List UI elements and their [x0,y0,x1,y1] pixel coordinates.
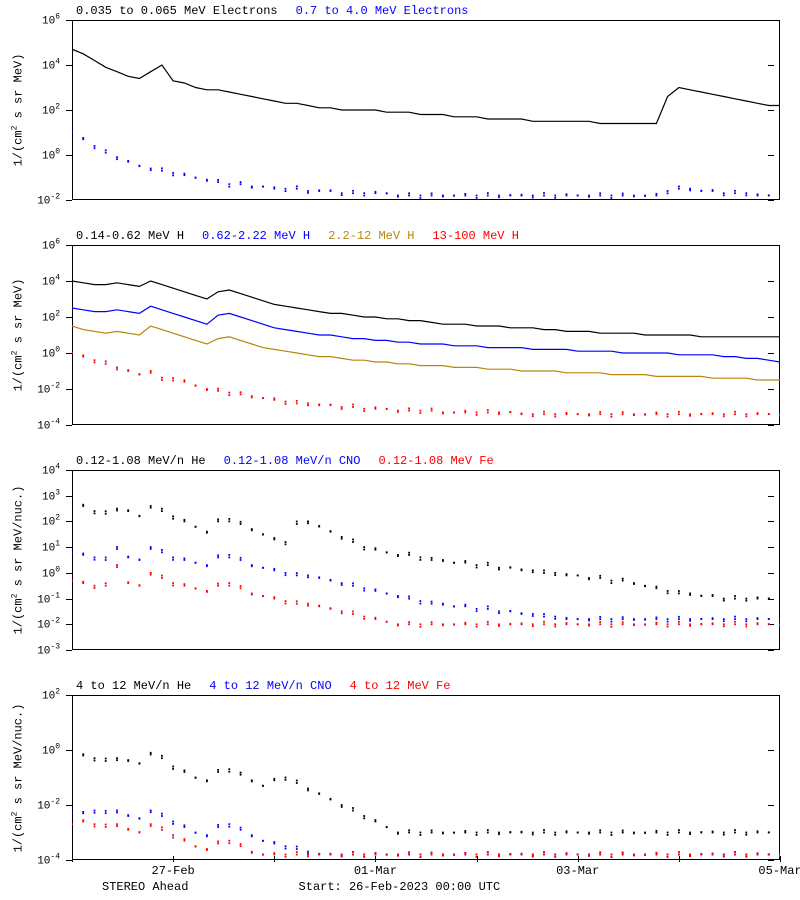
panel-ions_high: 4 to 12 MeV/n He4 to 12 MeV/n CNO4 to 12… [72,695,780,860]
y-tick-label: 100 [42,148,60,163]
y-tick-label: 103 [42,488,60,503]
panel-electrons: 0.035 to 0.065 MeV Electrons0.7 to 4.0 M… [72,20,780,200]
y-tick-label: 102 [42,688,60,703]
legend: 4 to 12 MeV/n He 4 to 12 MeV/n CNO 4 to 12… [76,679,468,693]
series-line [72,326,780,380]
data-svg [72,245,780,425]
legend-item: 13-100 MeV H [432,229,518,243]
instrument-label: STEREO Ahead [102,880,188,894]
legend-item: 0.7 to 4.0 MeV Electrons [296,4,469,18]
legend-item: 0.14-0.62 MeV H [76,229,184,243]
figure-root: 0.035 to 0.065 MeV Electrons 0.7 to 4.0 M… [0,0,800,900]
y-axis-label: 1/(cm2 s sr MeV) [11,54,26,167]
y-tick-label: 10-2 [37,382,60,397]
x-tick-label: 27-Feb [152,864,195,878]
series-scatter [72,810,780,858]
legend: 0.14-0.62 MeV H 0.62-2.22 MeV H 2.2-12 MeV… [76,229,537,243]
x-tick-label: 05-Mar [758,864,800,878]
panel-ions_low: 0.12-1.08 MeV/n He0.12-1.08 MeV/n CNO0.1… [72,470,780,650]
legend-item: 0.62-2.22 MeV H [202,229,310,243]
y-tick-label: 10-2 [37,193,60,208]
legend-item: 0.12-1.08 MeV/n He [76,454,206,468]
series-line [72,306,780,362]
series-scatter [72,564,780,628]
y-tick-label: 101 [42,540,60,555]
y-tick-label: 104 [42,274,60,289]
y-tick-label: 10-4 [37,853,60,868]
legend: 0.035 to 0.065 MeV Electrons 0.7 to 4.0 M… [76,4,486,18]
legend-item: 0.12-1.08 MeV/n CNO [224,454,361,468]
y-tick-label: 102 [42,514,60,529]
series-line [72,49,780,123]
legend-item: 4 to 12 MeV/n He [76,679,191,693]
legend-item: 0.12-1.08 MeV Fe [378,454,493,468]
y-tick-label: 102 [42,103,60,118]
y-tick-label: 10-1 [37,591,60,606]
series-line [72,281,780,337]
x-tick-label: 01-Mar [354,864,397,878]
data-svg [72,695,780,860]
start-time-label: Start: 26-Feb-2023 00:00 UTC [299,880,501,894]
legend: 0.12-1.08 MeV/n He 0.12-1.08 MeV/n CNO 0.1… [76,454,512,468]
y-tick-label: 100 [42,743,60,758]
series-scatter [72,504,780,602]
y-tick-label: 10-3 [37,643,60,658]
y-tick-label: 106 [42,238,60,253]
y-tick-label: 106 [42,13,60,28]
y-tick-label: 10-4 [37,418,60,433]
y-axis-label: 1/(cm2 s sr MeV/nuc.) [11,486,26,635]
series-scatter [72,546,780,622]
y-tick-label: 100 [42,566,60,581]
panel-protons: 0.14-0.62 MeV H0.62-2.22 MeV H2.2-12 MeV… [72,245,780,425]
y-tick-label: 10-2 [37,617,60,632]
y-tick-label: 104 [42,58,60,73]
legend-item: 4 to 12 MeV Fe [350,679,451,693]
y-axis-label: 1/(cm2 s sr MeV/nuc.) [11,703,26,852]
y-tick-label: 104 [42,463,60,478]
y-axis-label: 1/(cm2 s sr MeV) [11,279,26,392]
series-scatter [72,132,780,199]
x-tick-label: 03-Mar [556,864,599,878]
series-scatter [72,352,780,418]
data-svg [72,470,780,650]
y-tick-label: 102 [42,310,60,325]
y-tick-label: 10-2 [37,798,60,813]
data-svg [72,20,780,200]
y-tick-label: 100 [42,346,60,361]
legend-item: 2.2-12 MeV H [328,229,414,243]
series-scatter [72,819,780,858]
legend-item: 4 to 12 MeV/n CNO [209,679,331,693]
series-scatter [72,752,780,836]
legend-item: 0.035 to 0.065 MeV Electrons [76,4,278,18]
